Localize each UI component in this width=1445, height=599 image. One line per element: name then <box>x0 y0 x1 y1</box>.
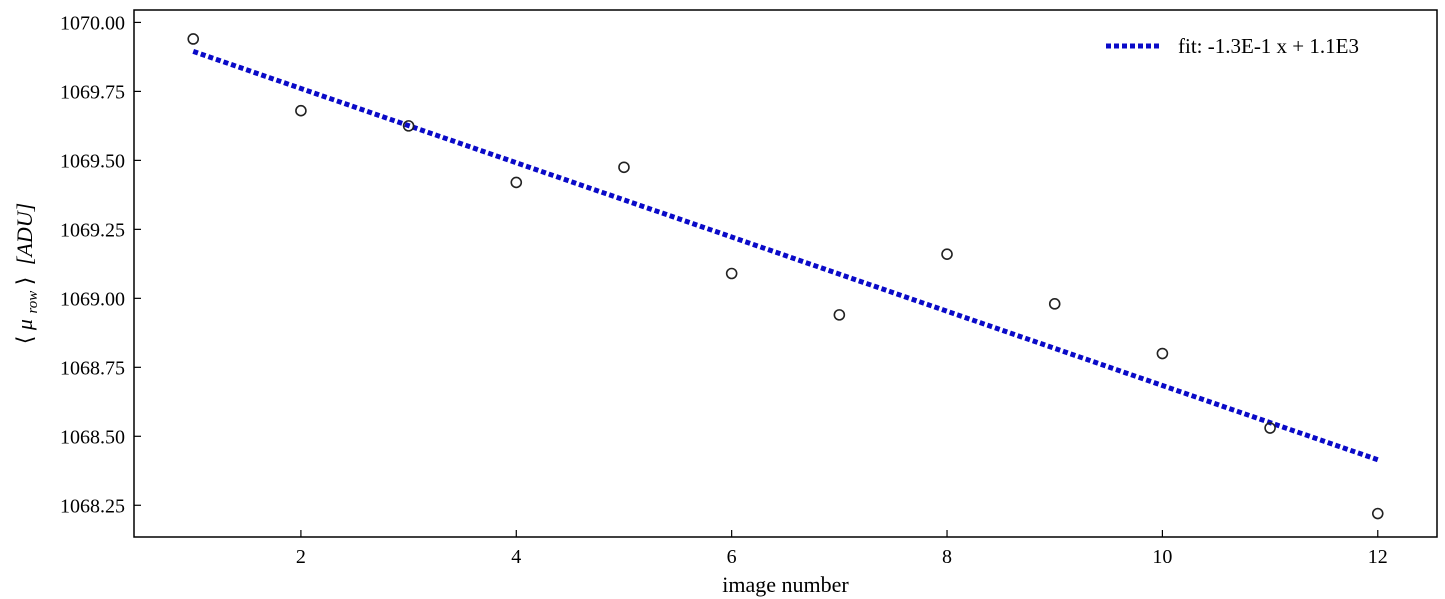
x-tick-label: 8 <box>942 546 952 568</box>
points-layer <box>187 33 1384 520</box>
y-label-close-bracket: ⟩ <box>12 277 37 286</box>
data-point <box>1048 298 1061 310</box>
y-tick-label: 1068.25 <box>60 495 125 517</box>
data-point <box>725 267 738 280</box>
data-point <box>1264 422 1276 434</box>
y-axis-ticks: 1068.25 1068.50 1068.75 1069.00 1069.25 1069.… <box>60 12 141 517</box>
data-point <box>510 176 523 189</box>
x-axis-ticks: 2 4 6 8 10 12 <box>296 530 1388 568</box>
data-point <box>187 33 200 45</box>
data-point <box>618 161 630 174</box>
y-axis-label: ⟨ μ row ⟩ [ADU] <box>12 203 42 344</box>
y-tick-label: 1069.25 <box>60 219 125 241</box>
x-tick-label: 6 <box>727 546 737 568</box>
data-point <box>402 120 415 132</box>
y-label-unit: [ADU] <box>12 203 37 265</box>
plot-frame <box>133 9 1438 538</box>
data-point <box>1371 507 1384 520</box>
y-label-mu: μ <box>12 319 37 331</box>
y-label-subscript: row <box>25 291 41 314</box>
y-tick-label: 1069.50 <box>60 150 125 172</box>
y-tick-label: 1069.00 <box>60 288 125 310</box>
x-tick-label: 2 <box>296 546 306 568</box>
svg-text:⟨ μ row ⟩: ⟨ μ row ⟩ [ADU] <box>12 203 42 344</box>
x-tick-label: 10 <box>1152 546 1172 568</box>
y-label-open-bracket: ⟨ <box>12 336 37 345</box>
data-point <box>295 104 307 117</box>
data-point <box>941 248 953 260</box>
y-tick-label: 1069.75 <box>60 81 125 103</box>
legend-fit-label: fit: -1.3E-1 x + 1.1E3 <box>1178 34 1359 58</box>
data-point <box>1156 347 1169 360</box>
x-tick-label: 12 <box>1368 546 1388 568</box>
fit-line <box>192 49 1379 463</box>
y-tick-label: 1068.75 <box>60 357 125 379</box>
x-tick-label: 4 <box>511 546 521 568</box>
y-tick-label: 1068.50 <box>60 426 125 448</box>
legend: fit: -1.3E-1 x + 1.1E3 <box>1106 34 1359 58</box>
y-tick-label: 1070.00 <box>60 12 125 34</box>
data-point <box>833 309 846 321</box>
x-axis-label: image number <box>722 572 849 597</box>
fit-layer <box>192 49 1379 463</box>
